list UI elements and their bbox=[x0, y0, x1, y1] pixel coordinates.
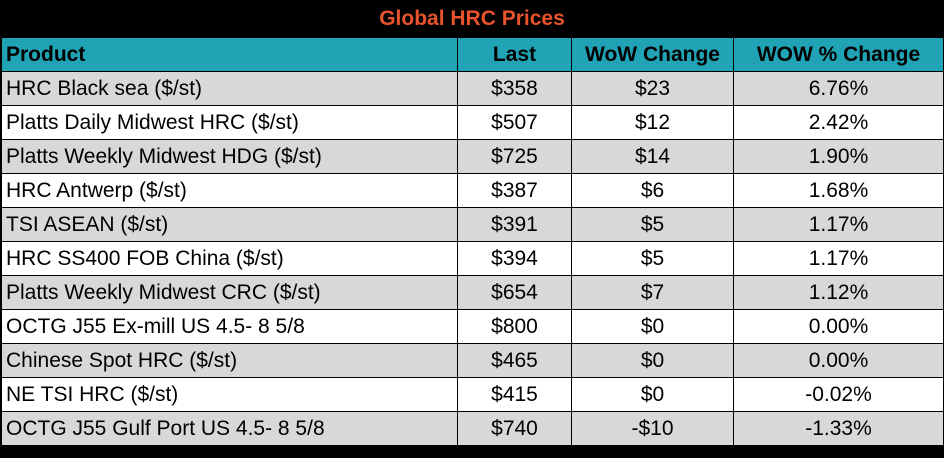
cell-product: HRC Black sea ($/st) bbox=[1, 71, 458, 106]
header-row: Product Last WoW Change WOW % Change bbox=[1, 37, 944, 72]
cell-last: $415 bbox=[457, 377, 572, 412]
cell-last: $507 bbox=[457, 105, 572, 140]
cell-wow-pct-change: 1.17% bbox=[733, 241, 944, 276]
cell-last: $391 bbox=[457, 207, 572, 242]
table-title: Global HRC Prices bbox=[379, 7, 565, 30]
cell-product: OCTG J55 Gulf Port US 4.5- 8 5/8 bbox=[1, 411, 458, 446]
cell-last: $725 bbox=[457, 139, 572, 174]
table-row: Platts Daily Midwest HRC ($/st) $507 $12 2.… bbox=[1, 105, 944, 140]
table-row: TSI ASEAN ($/st) $391 $5 1.17% bbox=[1, 207, 944, 242]
cell-last: $800 bbox=[457, 309, 572, 344]
cell-wow-pct-change: 0.00% bbox=[733, 343, 944, 378]
cell-last: $387 bbox=[457, 173, 572, 208]
cell-wow-change: $5 bbox=[571, 207, 734, 242]
column-header-wow-pct-change: WOW % Change bbox=[733, 37, 944, 72]
cell-last: $394 bbox=[457, 241, 572, 276]
cell-product: Platts Weekly Midwest HDG ($/st) bbox=[1, 139, 458, 174]
cell-product: HRC SS400 FOB China ($/st) bbox=[1, 241, 458, 276]
table-row: Platts Weekly Midwest CRC ($/st) $654 $7 1.… bbox=[1, 275, 944, 310]
cell-wow-pct-change: 6.76% bbox=[733, 71, 944, 106]
cell-product: HRC Antwerp ($/st) bbox=[1, 173, 458, 208]
cell-product: Chinese Spot HRC ($/st) bbox=[1, 343, 458, 378]
column-header-last: Last bbox=[457, 37, 572, 72]
cell-last: $358 bbox=[457, 71, 572, 106]
cell-product: OCTG J55 Ex-mill US 4.5- 8 5/8 bbox=[1, 309, 458, 344]
table-row: NE TSI HRC ($/st) $415 $0 -0.02% bbox=[1, 377, 944, 412]
cell-wow-change: $6 bbox=[571, 173, 734, 208]
table-row: OCTG J55 Gulf Port US 4.5- 8 5/8 $740 -$10… bbox=[1, 411, 944, 446]
cell-wow-pct-change: 0.00% bbox=[733, 309, 944, 344]
table-row: HRC Black sea ($/st) $358 $23 6.76% bbox=[1, 71, 944, 106]
cell-product: Platts Weekly Midwest CRC ($/st) bbox=[1, 275, 458, 310]
cell-wow-change: $0 bbox=[571, 377, 734, 412]
cell-wow-pct-change: -1.33% bbox=[733, 411, 944, 446]
cell-product: NE TSI HRC ($/st) bbox=[1, 377, 458, 412]
cell-wow-pct-change: -0.02% bbox=[733, 377, 944, 412]
cell-wow-change: $12 bbox=[571, 105, 734, 140]
cell-wow-change: $5 bbox=[571, 241, 734, 276]
cell-wow-change: -$10 bbox=[571, 411, 734, 446]
cell-wow-change: $23 bbox=[571, 71, 734, 106]
cell-last: $654 bbox=[457, 275, 572, 310]
column-header-product: Product bbox=[1, 37, 458, 72]
cell-wow-pct-change: 1.17% bbox=[733, 207, 944, 242]
cell-product: TSI ASEAN ($/st) bbox=[1, 207, 458, 242]
cell-wow-pct-change: 1.12% bbox=[733, 275, 944, 310]
cell-wow-change: $7 bbox=[571, 275, 734, 310]
cell-last: $465 bbox=[457, 343, 572, 378]
title-bar: Global HRC Prices bbox=[1, 1, 943, 37]
price-table: Product Last WoW Change WOW % Change HRC… bbox=[1, 37, 944, 446]
column-header-wow-change: WoW Change bbox=[571, 37, 734, 72]
cell-wow-pct-change: 2.42% bbox=[733, 105, 944, 140]
table-row: OCTG J55 Ex-mill US 4.5- 8 5/8 $800 $0 0.00… bbox=[1, 309, 944, 344]
cell-wow-pct-change: 1.90% bbox=[733, 139, 944, 174]
cell-wow-change: $0 bbox=[571, 343, 734, 378]
table-row: HRC SS400 FOB China ($/st) $394 $5 1.17% bbox=[1, 241, 944, 276]
table-body: HRC Black sea ($/st) $358 $23 6.76% Platts D… bbox=[1, 71, 944, 446]
table-row: HRC Antwerp ($/st) $387 $6 1.68% bbox=[1, 173, 944, 208]
table-row: Chinese Spot HRC ($/st) $465 $0 0.00% bbox=[1, 343, 944, 378]
cell-product: Platts Daily Midwest HRC ($/st) bbox=[1, 105, 458, 140]
cell-wow-change: $0 bbox=[571, 309, 734, 344]
cell-last: $740 bbox=[457, 411, 572, 446]
cell-wow-change: $14 bbox=[571, 139, 734, 174]
table-row: Platts Weekly Midwest HDG ($/st) $725 $14 1… bbox=[1, 139, 944, 174]
cell-wow-pct-change: 1.68% bbox=[733, 173, 944, 208]
